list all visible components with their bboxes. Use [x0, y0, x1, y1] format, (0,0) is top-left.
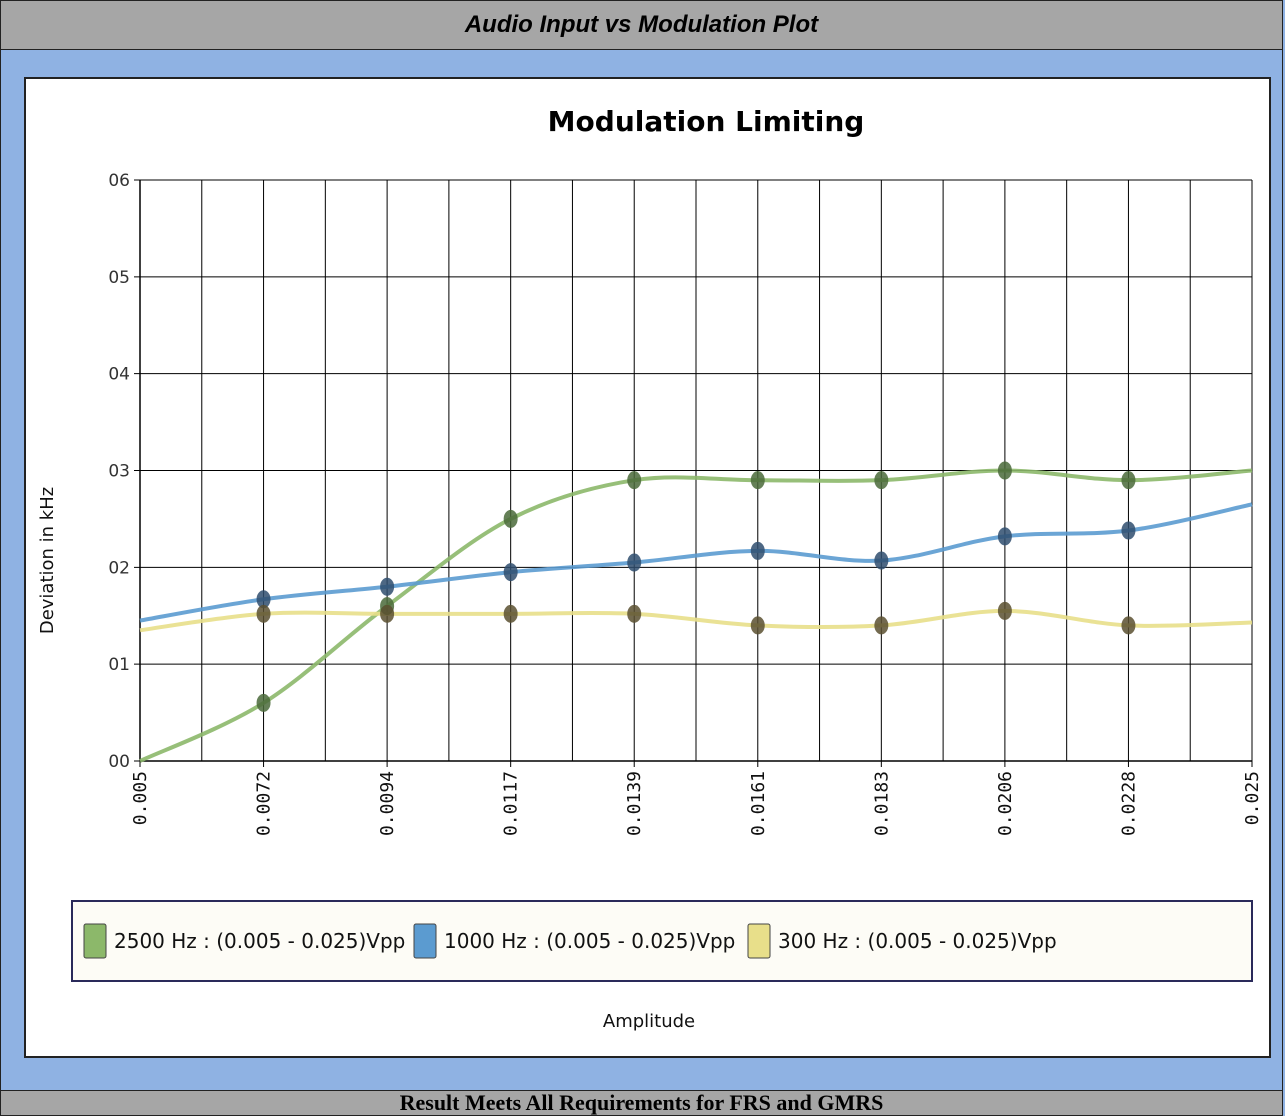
data-point-1 — [627, 553, 642, 572]
data-point-2 — [997, 601, 1012, 620]
data-point-1 — [750, 541, 765, 560]
x-tick-label: 0.0228 — [1118, 771, 1139, 836]
y-tick-label: 06 — [108, 171, 130, 191]
x-tick-label: 0.0072 — [254, 771, 275, 836]
y-axis-label: Deviation in kHz — [37, 487, 58, 634]
data-point-1 — [1121, 521, 1136, 540]
data-point-1 — [874, 551, 889, 570]
series-line-2 — [139, 608, 1253, 633]
data-point-2 — [1121, 616, 1136, 635]
data-point-0 — [627, 471, 642, 490]
legend-box — [71, 900, 1253, 982]
y-tick-label: 04 — [108, 365, 130, 385]
legend-label: 2500 Hz : (0.005 - 0.025)Vpp — [114, 929, 405, 953]
y-tick-label: 03 — [108, 462, 130, 482]
data-point-0 — [750, 471, 765, 490]
data-point-2 — [380, 604, 395, 623]
legend-swatch — [413, 923, 437, 959]
page-title: Audio Input vs Modulation Plot — [464, 11, 819, 38]
chart-svg: Modulation Limiting 00 01 02 03 04 05 06 0.005 0.… — [37, 105, 1263, 1032]
legend-label: 1000 Hz : (0.005 - 0.025)Vpp — [444, 929, 735, 953]
x-tick-label: 0.0206 — [995, 771, 1016, 836]
data-point-1 — [503, 563, 518, 582]
chart-panel: Modulation Limiting 00 01 02 03 04 05 06 0.005 0.… — [24, 77, 1271, 1058]
page-header: Audio Input vs Modulation Plot — [0, 0, 1283, 50]
data-point-2 — [750, 616, 765, 635]
x-tick-label: 0.0117 — [501, 771, 522, 836]
x-tick-label: 0.0094 — [377, 771, 398, 836]
data-point-2 — [503, 604, 518, 623]
data-point-2 — [256, 604, 271, 623]
data-point-0 — [503, 509, 518, 528]
legend-label: 300 Hz : (0.005 - 0.025)Vpp — [778, 929, 1057, 953]
data-point-1 — [380, 577, 395, 596]
data-point-0 — [997, 461, 1012, 480]
result-bar: Result Meets All Requirements for FRS an… — [0, 1090, 1283, 1116]
data-point-0 — [874, 471, 889, 490]
data-point-2 — [627, 604, 642, 623]
data-point-0 — [256, 693, 271, 712]
x-tick-label: 0.0139 — [624, 771, 645, 836]
y-tick-label: 01 — [108, 655, 130, 675]
series-line-1 — [139, 502, 1253, 623]
x-tick-label: 0.005 — [130, 771, 151, 825]
y-tick-label: 02 — [108, 558, 130, 578]
legend-swatch — [747, 923, 771, 959]
series-line-0 — [139, 468, 1253, 763]
data-point-1 — [997, 527, 1012, 546]
y-tick-label: 00 — [108, 752, 130, 772]
chart-title: Modulation Limiting — [548, 105, 865, 138]
result-text: Result Meets All Requirements for FRS an… — [399, 1090, 884, 1115]
data-point-0 — [1121, 471, 1136, 490]
y-tick-label: 05 — [108, 268, 130, 288]
x-tick-label: 0.0183 — [871, 771, 892, 836]
data-point-1 — [256, 590, 271, 609]
x-tick-label: 0.0161 — [748, 771, 769, 836]
x-tick-label: 0.025 — [1242, 771, 1263, 825]
legend-swatch — [83, 923, 107, 959]
data-point-2 — [874, 616, 889, 635]
x-axis-label: Amplitude — [603, 1011, 695, 1032]
